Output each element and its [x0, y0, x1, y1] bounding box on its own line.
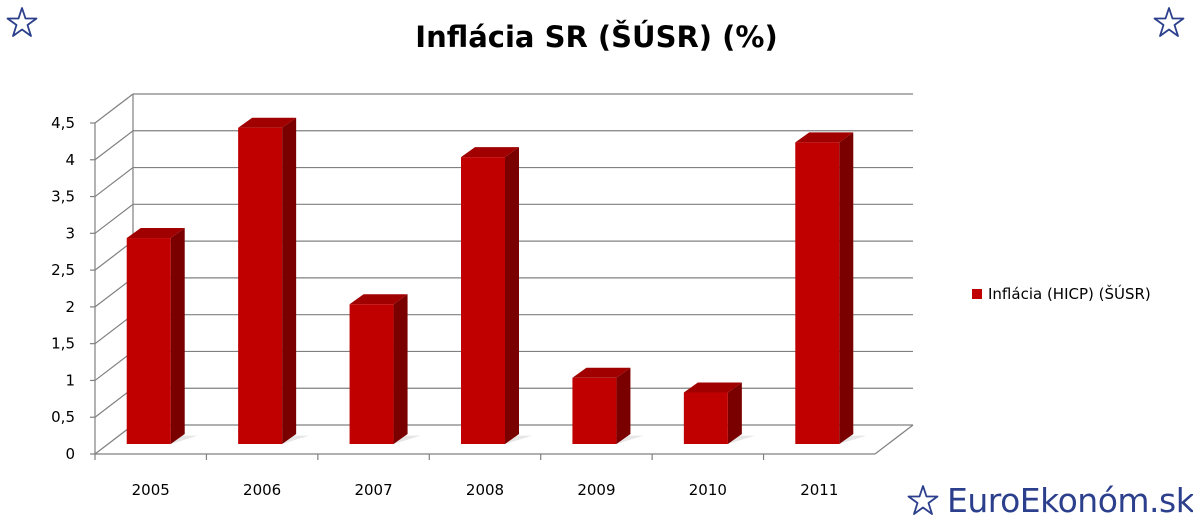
bar-front	[461, 157, 505, 444]
y-tick-label: 4,5	[51, 114, 75, 132]
bar-side	[839, 132, 854, 444]
legend: Inflácia (HICP) (ŠÚSR)	[972, 285, 1151, 303]
bar	[572, 367, 644, 444]
star-outline-icon	[1153, 7, 1185, 37]
x-tick-label: 2008	[466, 481, 504, 499]
bar	[126, 228, 198, 444]
y-tick-label: 1,5	[51, 335, 75, 353]
legend-swatch	[972, 289, 982, 299]
y-tick-label: 3,5	[51, 188, 75, 206]
bar-top	[795, 132, 854, 143]
bar-front	[126, 238, 171, 444]
bar-side	[170, 228, 185, 444]
y-tick-label: 0,5	[51, 408, 75, 426]
y-tick-label: 2	[65, 298, 75, 316]
grid-diagonal	[94, 130, 134, 161]
x-tick-label: 2011	[800, 481, 838, 499]
star-outline-icon	[6, 7, 38, 37]
bar	[238, 117, 310, 444]
x-tick-label: 2005	[132, 481, 170, 499]
bar	[461, 147, 532, 444]
grid-diagonal	[94, 424, 134, 455]
bar-side	[727, 382, 742, 444]
labels-layer: 0 0,5 1 1,5 2 2,5 3 3,5 4 4,5 2005 2006 2007 2008 2009…	[51, 114, 838, 499]
bar-top	[349, 294, 408, 305]
star-outline-icon	[907, 484, 939, 515]
floor-edge	[874, 424, 914, 455]
bars-layer	[126, 117, 867, 444]
bar-top	[572, 367, 631, 378]
bar-side	[393, 294, 408, 444]
grid-diagonal	[94, 350, 134, 381]
bar-front	[683, 392, 728, 444]
bar	[683, 382, 755, 444]
site-name: EuroEkonóm.sk	[947, 481, 1193, 520]
bar-top	[238, 117, 297, 128]
y-tick-label: 1	[65, 371, 75, 389]
grid-diagonal	[94, 314, 134, 345]
bar-top	[683, 382, 742, 393]
bar-front	[349, 304, 394, 444]
grid-diagonal	[94, 277, 134, 308]
grid-diagonal	[94, 203, 134, 234]
y-tick-label: 3	[65, 224, 75, 242]
bar-top	[126, 228, 185, 239]
chart-title: Inflácia SR (ŠÚSR) (%)	[415, 20, 778, 54]
bar-side	[282, 117, 297, 444]
site-logo: EuroEkonóm.sk	[905, 481, 1193, 520]
bar-front	[795, 142, 840, 444]
grid-diagonal	[94, 240, 134, 271]
bar-top	[461, 147, 519, 158]
grid-diagonal	[94, 93, 134, 124]
x-tick-label: 2006	[243, 481, 281, 499]
bar	[795, 132, 867, 444]
bar-side	[616, 367, 631, 444]
grid-diagonal	[94, 387, 134, 418]
y-tick-label: 2,5	[51, 261, 75, 279]
bar	[349, 294, 421, 444]
y-tick-label: 4	[65, 151, 75, 169]
y-tick-label: 0	[65, 445, 75, 463]
bar-front	[572, 377, 617, 444]
x-tick-label: 2007	[354, 481, 392, 499]
bar-side	[505, 147, 519, 444]
grid-diagonal	[94, 167, 134, 198]
legend-label: Inflácia (HICP) (ŠÚSR)	[988, 285, 1151, 303]
x-tick-label: 2009	[577, 481, 615, 499]
bar-front	[238, 127, 283, 444]
x-tick-label: 2010	[689, 481, 727, 499]
